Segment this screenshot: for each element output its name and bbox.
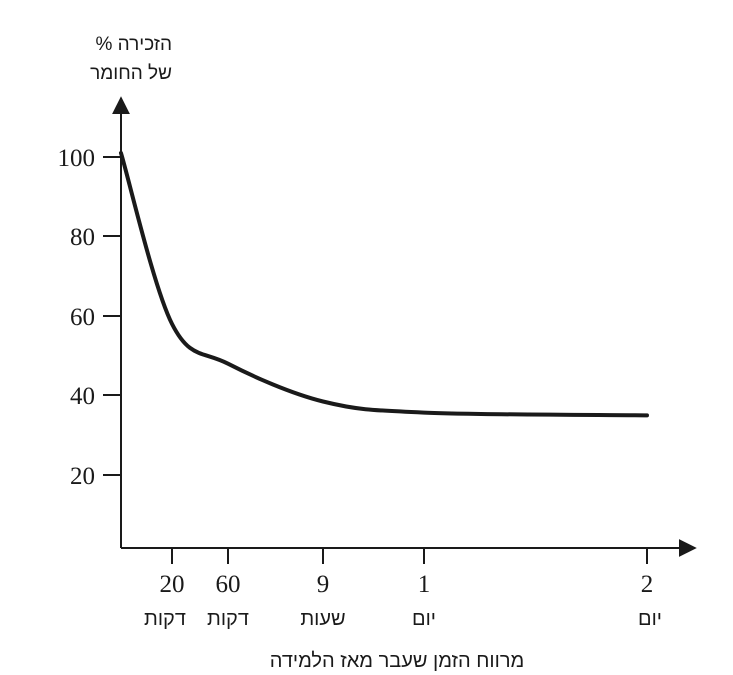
x-tick-value: 20: [160, 571, 185, 598]
x-tick-value: 2: [641, 571, 654, 598]
x-tick-value: 60: [216, 571, 241, 598]
y-tick-label: 100: [58, 145, 96, 172]
y-tick-label: 20: [70, 463, 95, 490]
x-axis-label: מרווח הזמן שעבר מאז הלמידה: [270, 650, 525, 672]
y-tick-label: 80: [70, 224, 95, 251]
x-ticks: 20 60 9 1 2 דקות דקות שעות יום יום: [144, 548, 662, 630]
x-tick-value: 9: [317, 571, 330, 598]
y-axis-label-line2: של החומר: [90, 63, 172, 84]
y-tick-label: 60: [70, 304, 95, 331]
x-tick-unit: יום: [412, 608, 436, 630]
y-tick-label: 40: [70, 383, 95, 410]
x-tick-value: 1: [418, 571, 431, 598]
x-tick-unit: יום: [638, 608, 662, 630]
x-tick-unit: דקות: [207, 608, 249, 630]
y-axis-label-line1: % הזכירה: [95, 34, 172, 55]
x-tick-unit: שעות: [300, 608, 345, 630]
retention-curve-line: [119, 151, 649, 418]
y-ticks: 100 80 60 40 20: [58, 145, 121, 490]
x-tick-unit: דקות: [144, 608, 186, 630]
